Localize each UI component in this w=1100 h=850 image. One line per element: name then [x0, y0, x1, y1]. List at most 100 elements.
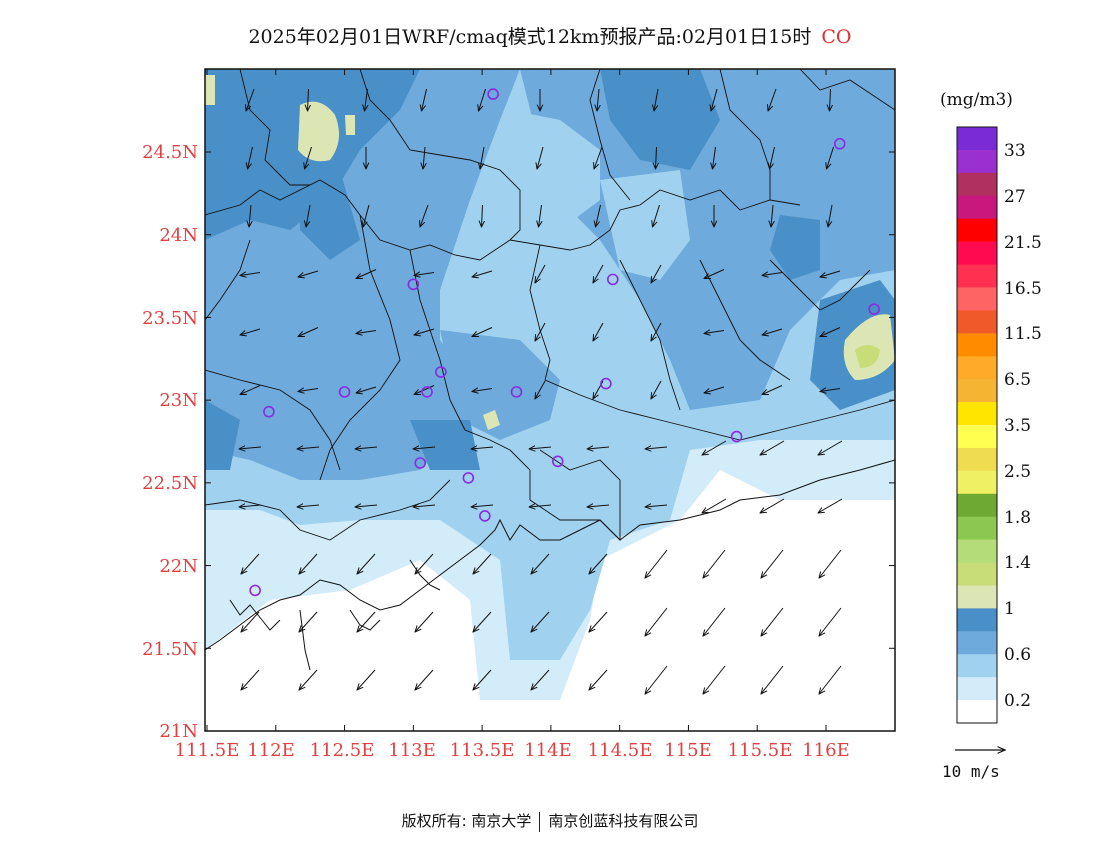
wind-arrow — [762, 328, 783, 335]
wind-arrow — [298, 389, 319, 392]
wind-arrow — [298, 270, 319, 277]
wind-arrow — [703, 665, 726, 694]
lon-label-112: 112E — [247, 740, 295, 761]
wind-arrow — [771, 204, 773, 227]
wind-arrow — [529, 447, 552, 449]
wind-arrow — [818, 440, 843, 455]
wind-arrow — [423, 146, 425, 169]
colorbar-label: 3.5 — [1004, 416, 1032, 436]
wind-arrow — [531, 553, 550, 574]
wind-arrow — [704, 331, 725, 334]
colorbar-segment — [957, 127, 997, 151]
wind-arrow — [827, 146, 834, 169]
wind-arrow — [355, 505, 378, 507]
colorbar-label: 6.5 — [1004, 370, 1032, 390]
wind-arrow — [248, 146, 253, 169]
wind-arrow — [537, 146, 544, 169]
wind-arrow — [413, 505, 436, 507]
lon-label-111-5: 111.5E — [174, 740, 240, 761]
wind-arrow — [535, 380, 546, 399]
wind-arrow — [529, 505, 552, 507]
lon-label-115-5: 115.5E — [727, 740, 793, 761]
wind-arrow — [770, 146, 775, 169]
wind-arrow — [760, 498, 785, 513]
wind-arrow — [241, 553, 260, 574]
wind-arrow — [702, 440, 727, 455]
lon-label-112-5: 112.5E — [309, 740, 375, 761]
lat-label-21: 21N — [159, 721, 198, 742]
wind-arrow — [415, 611, 434, 632]
concentration-field — [205, 69, 895, 731]
colorbar-segment — [957, 379, 997, 403]
lat-label-22: 22N — [159, 556, 198, 577]
wind-arrow — [413, 447, 436, 449]
colorbar-segment — [957, 172, 997, 197]
wind-arrow — [356, 386, 377, 393]
footer-right: 南京创蓝科技有限公司 — [548, 812, 699, 830]
lat-label-23-5: 23.5N — [142, 308, 198, 329]
wind-arrow — [365, 88, 368, 111]
colorbar-segment — [957, 516, 997, 541]
wind-arrow — [363, 204, 370, 227]
station-marker — [868, 303, 880, 315]
wind-arrow — [240, 328, 261, 335]
station-marker — [435, 366, 447, 378]
colorbar-label: 1 — [1004, 599, 1015, 619]
colorbar-segment — [957, 585, 997, 609]
wind-arrow — [539, 204, 542, 227]
wind-arrow — [768, 88, 777, 111]
wind-arrow — [645, 549, 668, 578]
wind-arrow — [651, 322, 662, 341]
lat-label-22-5: 22.5N — [142, 473, 198, 494]
map-title: 2025年02月01日WRF/cmaq模式12km预报产品:02月01日15时 C… — [0, 22, 1100, 49]
lon-label-114: 114E — [524, 740, 572, 761]
footer-divider — [539, 811, 541, 832]
wind-arrow — [356, 269, 377, 279]
colorbar-label: 21.5 — [1004, 233, 1042, 253]
wind-arrow — [480, 146, 485, 169]
station-marker — [551, 455, 564, 468]
wind-arrow — [651, 380, 662, 399]
wind-arrow — [355, 447, 378, 449]
lon-label-116: 116E — [802, 740, 850, 761]
coastline — [205, 459, 895, 671]
wind-arrow — [596, 204, 601, 227]
colorbar-segment — [957, 677, 997, 701]
wind-arrow — [593, 322, 604, 341]
station-marker — [414, 457, 427, 469]
footer-left: 版权所有: 南京大学 — [401, 812, 532, 830]
wind-arrow — [597, 88, 599, 111]
colorbar-segment — [957, 447, 997, 472]
wind-arrow — [704, 269, 725, 279]
wind-arrow — [297, 447, 320, 449]
colorbar-segment — [957, 539, 997, 564]
station-marker — [833, 137, 846, 150]
wind-arrow — [819, 665, 842, 694]
colorbar-segment — [957, 402, 997, 426]
wind-arrow — [645, 447, 668, 449]
wind-arrow — [414, 273, 435, 276]
wind-arrow — [297, 505, 320, 507]
colorbar — [957, 127, 997, 724]
wind-arrow — [531, 669, 550, 690]
colorbar-segment — [957, 195, 997, 220]
station-marker — [479, 510, 491, 522]
wind-arrow — [820, 270, 841, 277]
wind-arrow — [654, 88, 659, 111]
title-text: 2025年02月01日WRF/cmaq模式12km预报产品:02月01日15时 — [248, 26, 812, 48]
wind-arrow — [356, 331, 377, 334]
colorbar-segment — [957, 493, 997, 518]
wind-arrow — [656, 146, 657, 169]
colorbar-segment — [957, 470, 997, 495]
colorbar-segment — [957, 310, 997, 334]
wind-arrow — [818, 498, 843, 513]
wind-arrow — [306, 204, 311, 227]
colorbar-segment — [957, 608, 997, 632]
wind-arrow — [479, 88, 486, 111]
wind-arrow — [239, 505, 262, 507]
wind-arrow — [415, 669, 434, 690]
station-marker — [263, 405, 275, 418]
wind-arrow — [473, 611, 492, 632]
wind-arrow — [241, 669, 260, 690]
wind-arrow — [653, 204, 660, 227]
